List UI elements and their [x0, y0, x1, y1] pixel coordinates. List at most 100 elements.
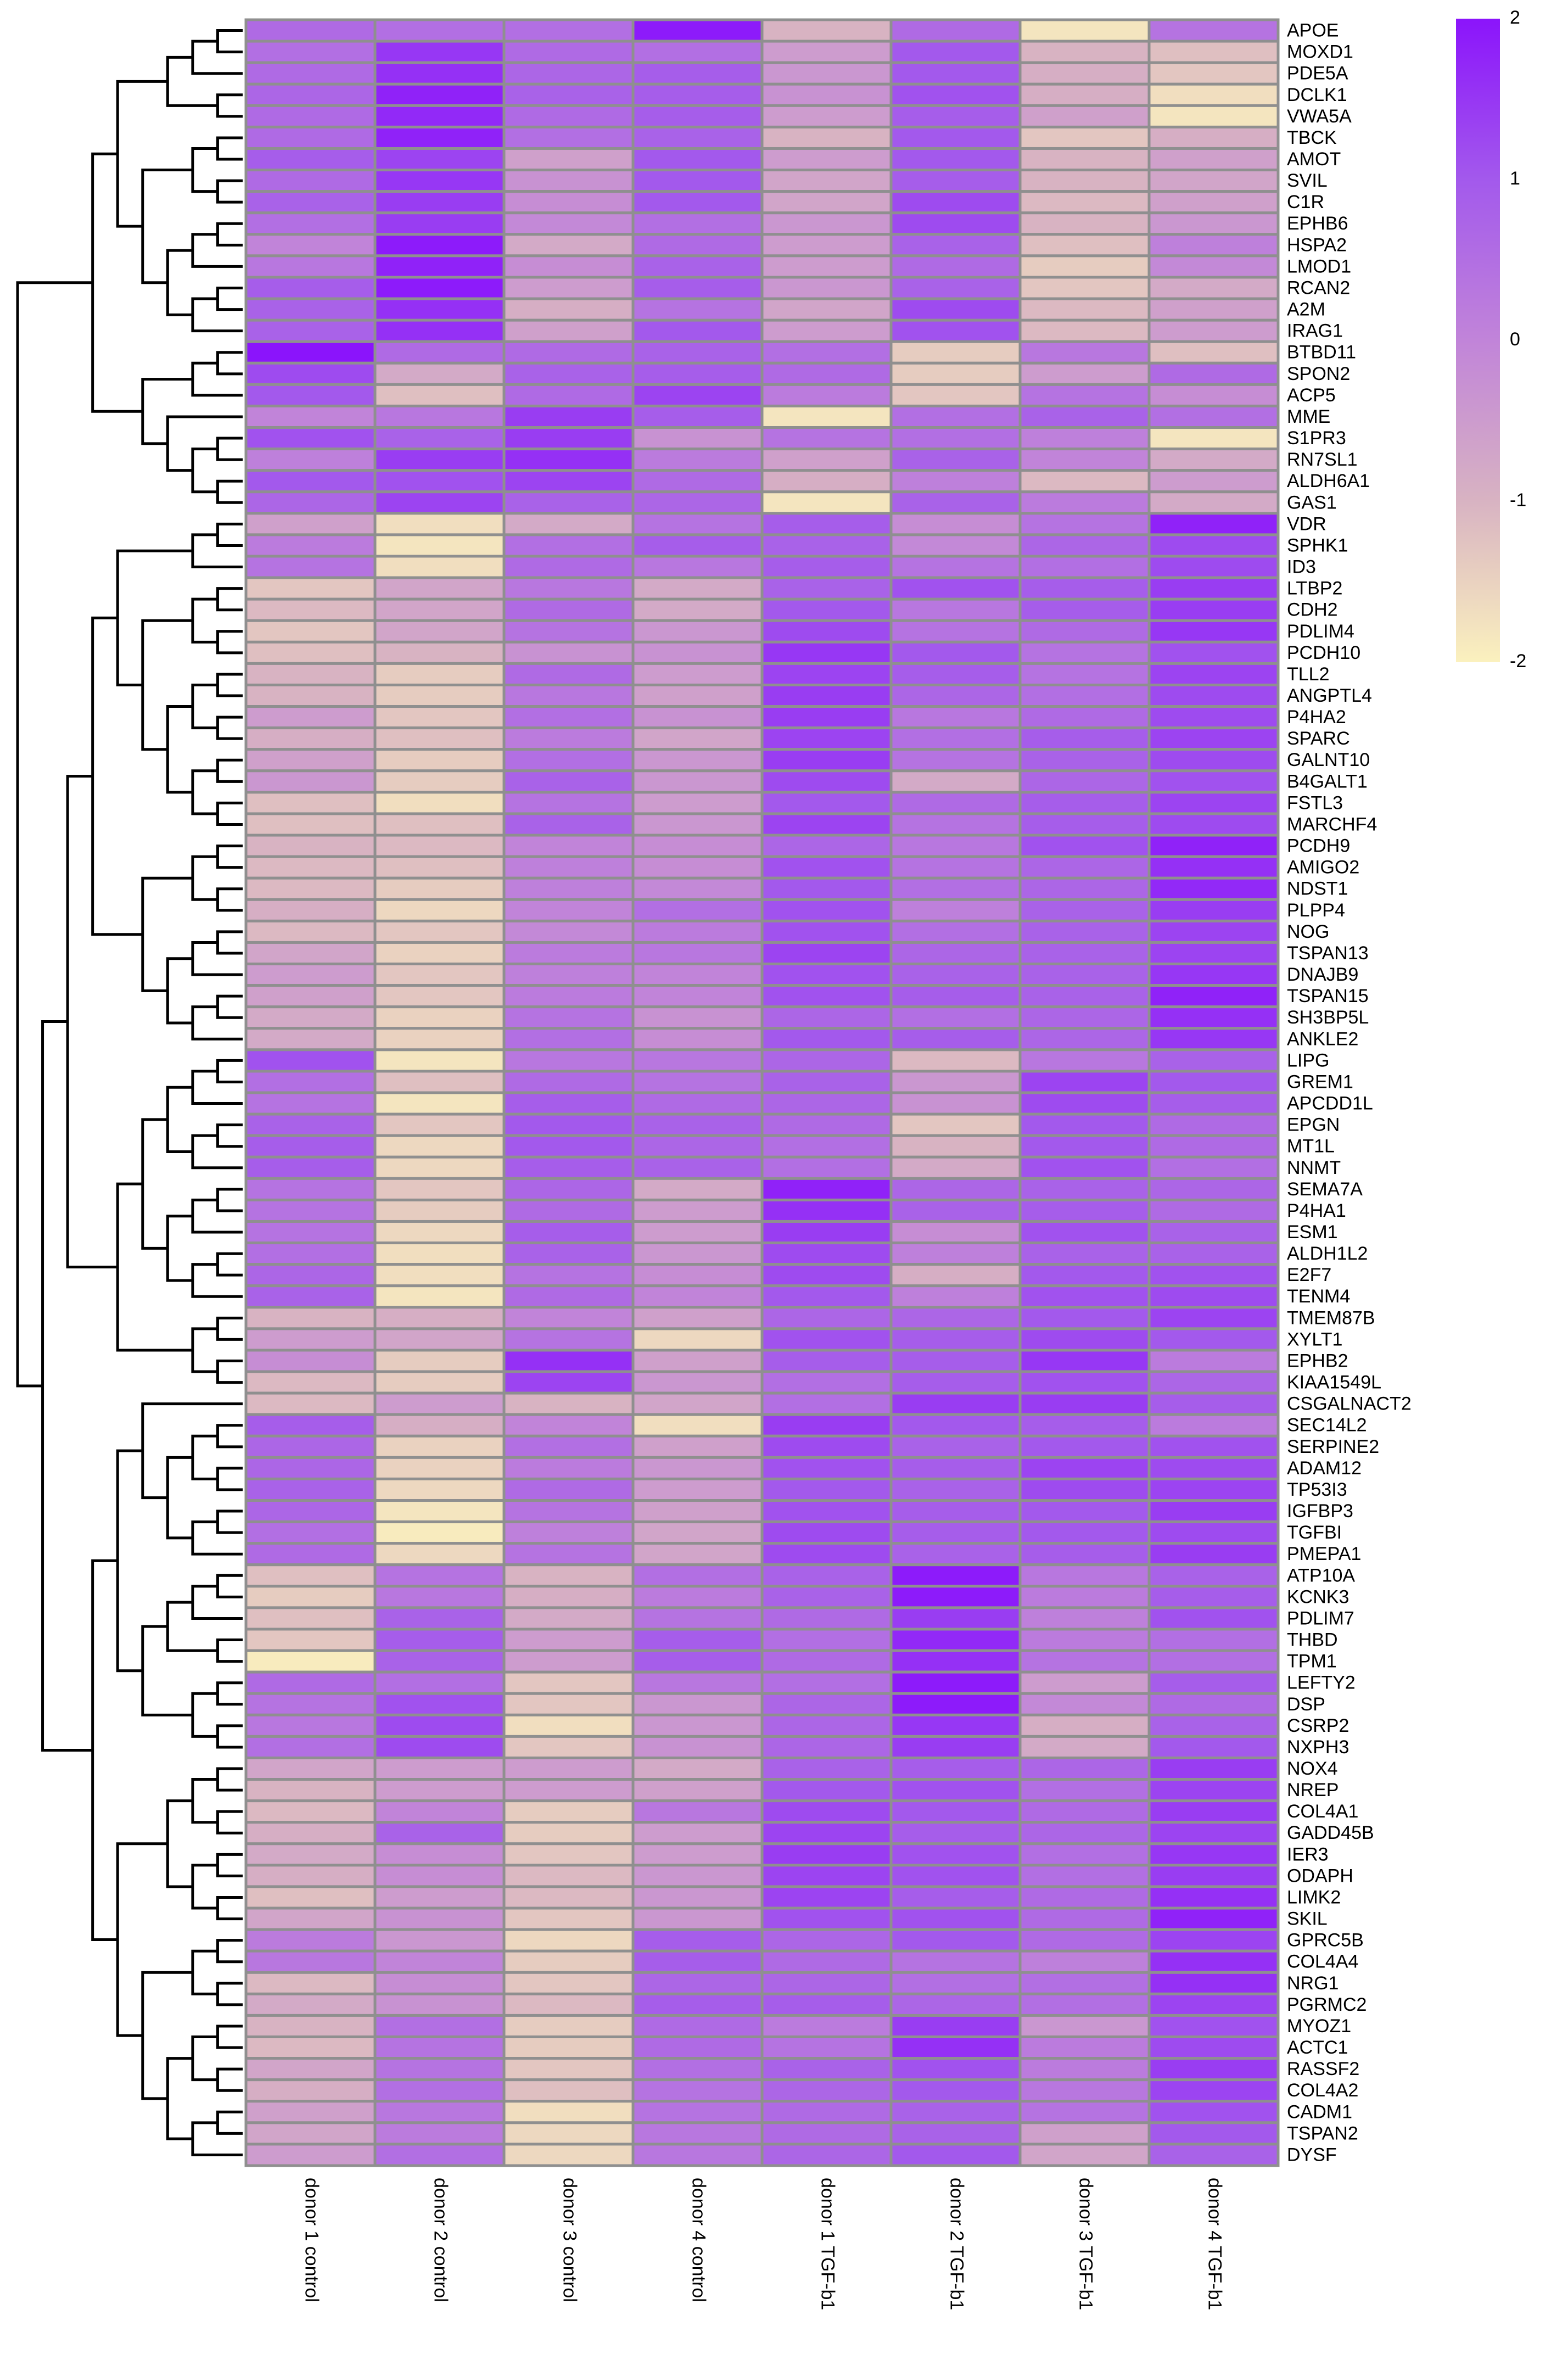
heatmap-cell [1018, 2035, 1151, 2060]
heatmap-cell [244, 876, 377, 901]
heatmap-cell [889, 1091, 1022, 1116]
heatmap-cell [244, 404, 377, 429]
heatmap-cell [1018, 555, 1151, 579]
heatmap-cell [502, 1155, 635, 1180]
heatmap-cell [373, 769, 506, 794]
heatmap-cell [244, 211, 377, 236]
heatmap-cell [1147, 361, 1280, 386]
heatmap-cell [631, 61, 764, 86]
dendrogram-branch [191, 1327, 218, 1373]
heatmap-cell [502, 1563, 635, 1588]
heatmap-cell [244, 1134, 377, 1159]
heatmap-cell [1018, 1585, 1151, 1609]
heatmap-cell [760, 2057, 893, 2082]
heatmap-cell [1147, 941, 1280, 966]
heatmap-cell [244, 791, 377, 815]
heatmap-cell [1147, 597, 1280, 622]
heatmap-cell [502, 898, 635, 922]
heatmap-cell [244, 1306, 377, 1330]
heatmap-cell [373, 18, 506, 43]
heatmap-cell [502, 1091, 635, 1116]
heatmap-cell [889, 40, 1022, 64]
heatmap-cell [373, 2100, 506, 2124]
heatmap-cell [760, 1370, 893, 1395]
heatmap-cell [1018, 190, 1151, 215]
heatmap-cell [889, 855, 1022, 880]
heatmap-cell [889, 769, 1022, 794]
heatmap-cell [760, 82, 893, 107]
heatmap-cell [1018, 512, 1151, 536]
dendrogram-branch [216, 1188, 243, 1212]
heatmap-cell [1018, 1477, 1151, 1502]
dendrogram-branch [191, 2035, 218, 2082]
heatmap-cell [631, 404, 764, 429]
heatmap-cell [373, 1992, 506, 2017]
heatmap-cell [1018, 169, 1151, 193]
heatmap-cell [502, 1606, 635, 1631]
row-label: KIAA1549L [1287, 1372, 1381, 1393]
heatmap-cell [631, 1756, 764, 1781]
heatmap-cell [631, 1928, 764, 1953]
heatmap-cell [889, 1241, 1022, 1266]
heatmap-cell [760, 254, 893, 279]
heatmap-cell [244, 1434, 377, 1459]
heatmap-cell [631, 2078, 764, 2103]
heatmap-cell [889, 1112, 1022, 1137]
heatmap-cell [1018, 1864, 1151, 1888]
heatmap-cell [244, 834, 377, 858]
heatmap-cell [631, 512, 764, 536]
heatmap-cell [244, 1649, 377, 1674]
row-label: COL4A2 [1287, 2080, 1358, 2101]
dendrogram-branch [166, 1215, 193, 1282]
dendrogram-branch [216, 1638, 243, 1663]
heatmap-cell [889, 125, 1022, 150]
heatmap-cell [1018, 855, 1151, 880]
color-legend: 2 1 0 -1 -2 [1456, 7, 1526, 672]
heatmap-cell [631, 1112, 764, 1137]
row-label: TSPAN15 [1287, 986, 1369, 1006]
heatmap-cell [631, 1520, 764, 1545]
heatmap-cell [889, 18, 1022, 43]
heatmap-cell [1147, 1284, 1280, 1309]
heatmap-cell [760, 169, 893, 193]
heatmap-cell [760, 1992, 893, 2017]
dendrogram-branch [216, 673, 243, 697]
heatmap-cell [373, 1928, 506, 1953]
heatmap-cell [889, 683, 1022, 708]
heatmap-cell [373, 211, 506, 236]
heatmap-cell [373, 1434, 506, 1459]
heatmap-cell [631, 169, 764, 193]
heatmap-cell [244, 1027, 377, 1052]
heatmap-cell [1147, 1434, 1280, 1459]
heatmap-cell [502, 1070, 635, 1094]
row-label: NOG [1287, 921, 1329, 942]
row-label: IER3 [1287, 1844, 1329, 1865]
heatmap-cell [1018, 1670, 1151, 1695]
heatmap-cell [631, 1477, 764, 1502]
heatmap-cell [1018, 1220, 1151, 1245]
heatmap-cell [373, 40, 506, 64]
heatmap-cell [1147, 340, 1280, 365]
heatmap-cell [244, 597, 377, 622]
heatmap-cell [760, 1563, 893, 1588]
heatmap-cell [631, 640, 764, 665]
heatmap-cell [760, 941, 893, 966]
heatmap-cell [373, 1864, 506, 1888]
heatmap-cell [1147, 1692, 1280, 1716]
heatmap-cell [631, 1005, 764, 1030]
heatmap-cell [244, 984, 377, 1009]
heatmap-cell [889, 1477, 1022, 1502]
heatmap-cell [760, 1821, 893, 1846]
heatmap-cell [373, 683, 506, 708]
heatmap-cell [244, 1177, 377, 1201]
heatmap-cell [373, 1735, 506, 1759]
dendrogram-branch [216, 93, 243, 118]
heatmap-cell [631, 533, 764, 558]
heatmap-cell [889, 1928, 1022, 1953]
heatmap-cell [1018, 40, 1151, 64]
heatmap-cell [1018, 941, 1151, 966]
heatmap-cell [1147, 1628, 1280, 1652]
heatmap-cell [1018, 963, 1151, 987]
heatmap-cell [889, 276, 1022, 300]
heatmap-cell [244, 1928, 377, 1953]
